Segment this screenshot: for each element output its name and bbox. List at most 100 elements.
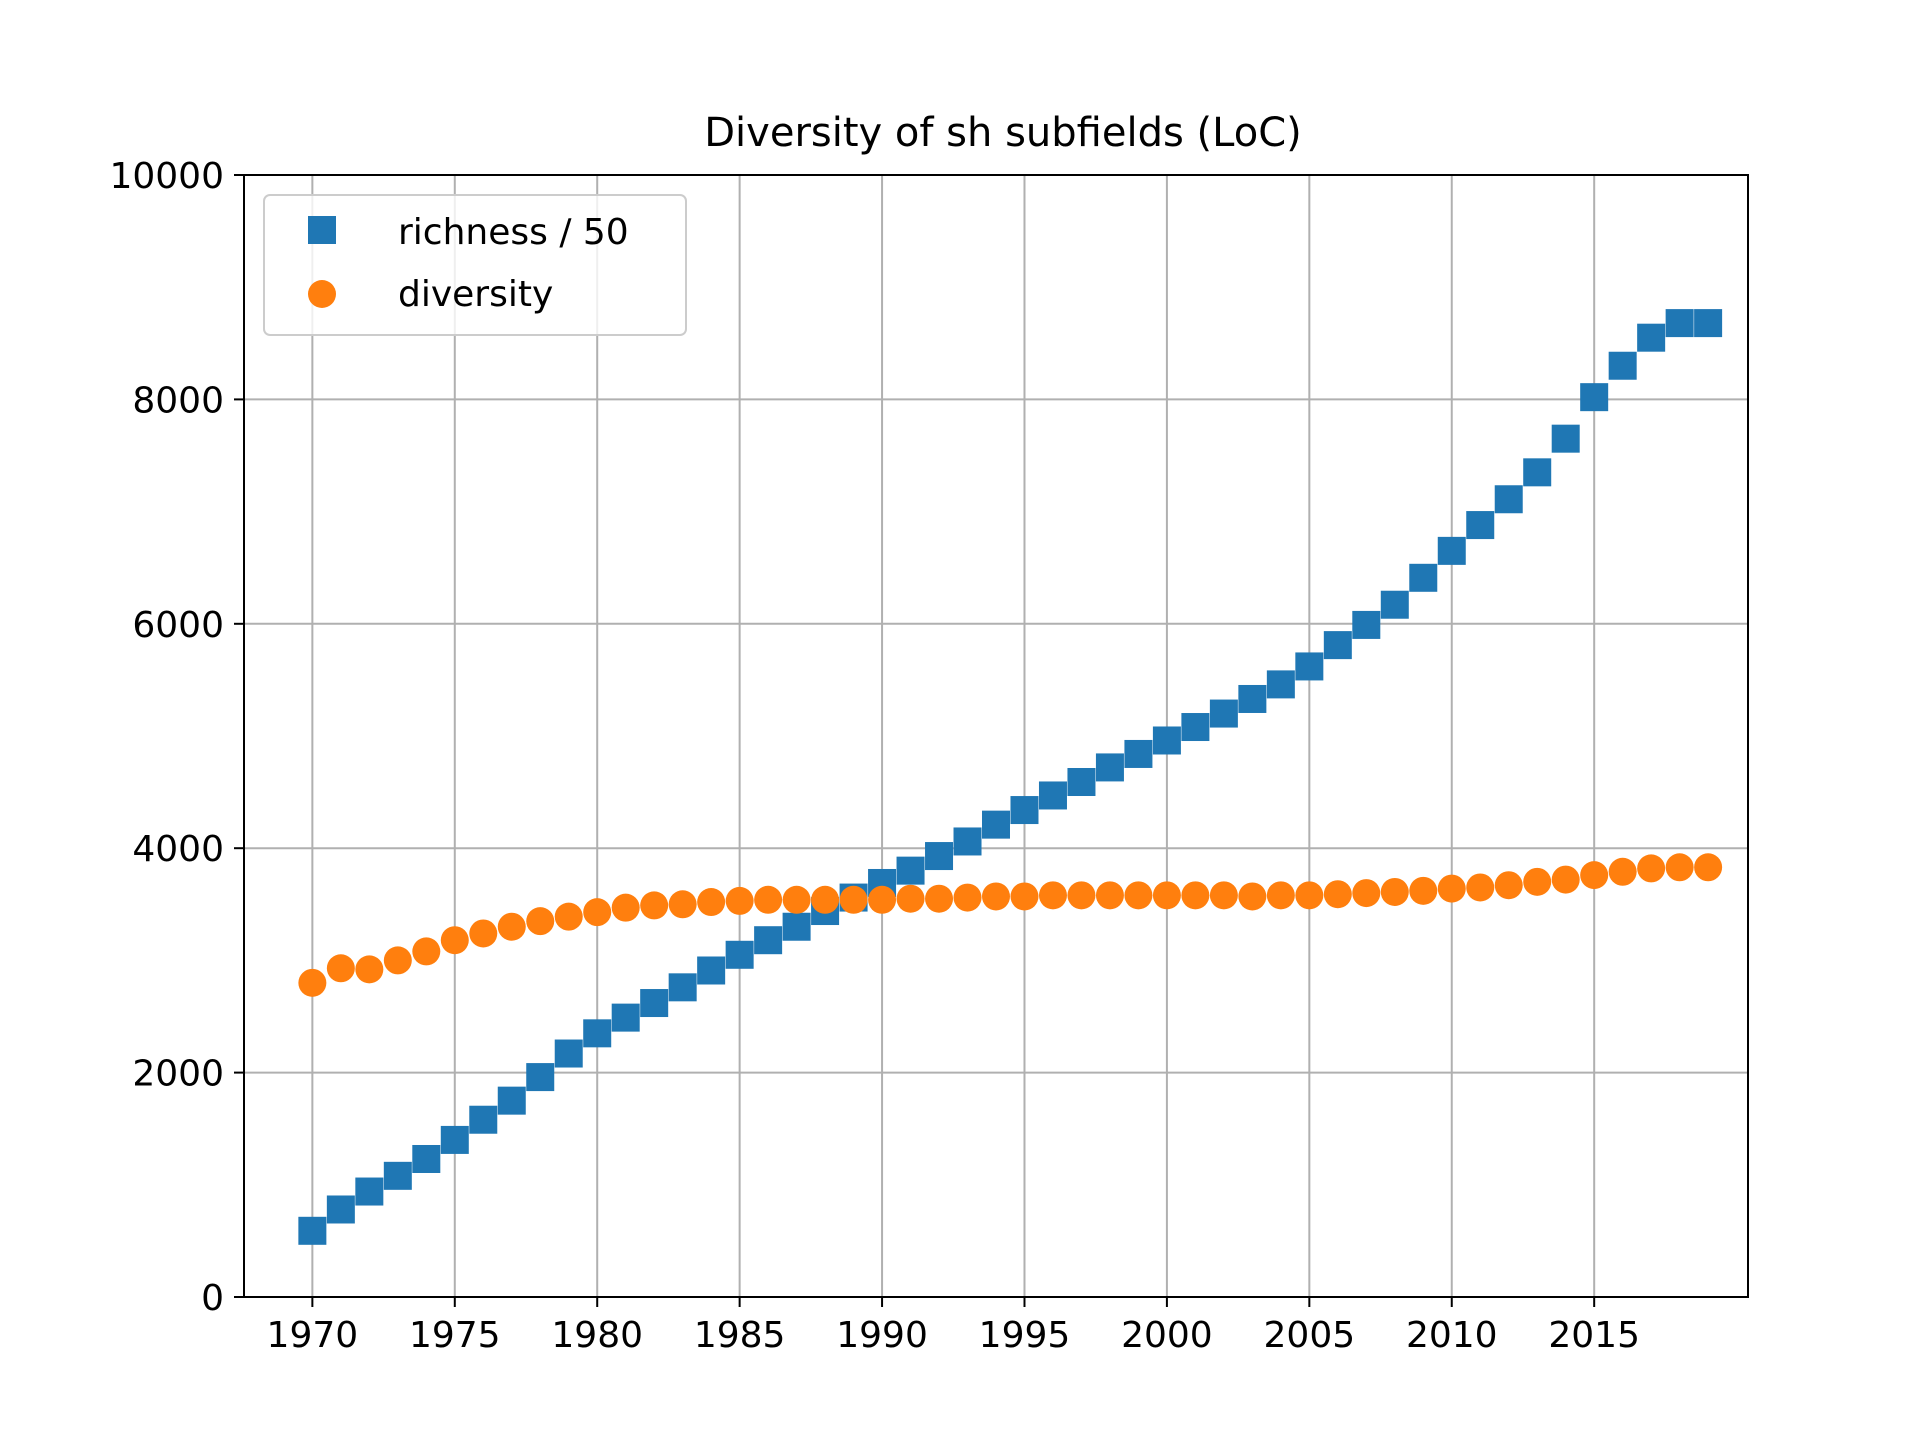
point-diversity: [697, 888, 726, 917]
point-diversity: [1181, 881, 1210, 910]
point-diversity: [355, 955, 384, 984]
point-richness: [668, 973, 697, 1002]
y-tick-label: 0: [201, 1278, 224, 1319]
point-richness: [355, 1177, 384, 1206]
point-richness: [1694, 309, 1723, 338]
point-richness: [1152, 726, 1181, 755]
point-diversity: [811, 885, 840, 914]
point-richness: [1637, 323, 1666, 352]
point-richness: [754, 926, 783, 955]
point-richness: [1295, 652, 1324, 681]
data-series: [298, 309, 1723, 1245]
x-tick-label: 2005: [1264, 1315, 1356, 1356]
point-diversity: [412, 937, 441, 966]
point-richness: [412, 1144, 441, 1173]
point-diversity: [839, 885, 868, 914]
point-richness: [1266, 670, 1295, 699]
point-richness: [554, 1039, 583, 1068]
x-tick-label: 1970: [267, 1315, 359, 1356]
plot-frame: [243, 174, 1749, 1298]
point-diversity: [1038, 881, 1067, 910]
point-diversity: [440, 926, 469, 955]
series-richness: [298, 309, 1723, 1245]
x-tick-label: 1995: [979, 1315, 1071, 1356]
point-diversity: [754, 885, 783, 914]
point-richness: [1409, 563, 1438, 592]
point-diversity: [1551, 865, 1580, 894]
y-tick-label: 8000: [132, 380, 224, 421]
x-tick-label: 1985: [694, 1315, 786, 1356]
point-diversity: [526, 907, 555, 936]
point-richness: [1523, 458, 1552, 487]
point-diversity: [925, 884, 954, 913]
y-tick-label: 4000: [132, 829, 224, 870]
point-richness: [925, 842, 954, 871]
point-richness: [1494, 485, 1523, 514]
point-richness: [896, 856, 925, 885]
chart-title: Diversity of sh subfields (LoC): [704, 110, 1301, 156]
point-richness: [440, 1125, 469, 1154]
point-diversity: [1437, 874, 1466, 903]
y-tick-label: 2000: [132, 1054, 224, 1095]
point-diversity: [1323, 880, 1352, 909]
point-diversity: [1580, 861, 1609, 890]
point-diversity: [1409, 876, 1438, 905]
x-tick-label: 2015: [1548, 1315, 1640, 1356]
point-richness: [1209, 699, 1238, 728]
point-diversity: [982, 882, 1010, 911]
point-richness: [1437, 536, 1466, 565]
point-diversity: [1295, 881, 1324, 910]
legend: richness / 50 diversity: [263, 194, 687, 336]
point-diversity: [1266, 881, 1295, 910]
point-diversity: [868, 885, 897, 914]
point-richness: [953, 827, 982, 856]
point-diversity: [611, 893, 640, 922]
point-diversity: [497, 912, 526, 941]
point-diversity: [1124, 881, 1153, 910]
point-diversity: [1067, 881, 1096, 910]
point-richness: [383, 1161, 412, 1190]
point-diversity: [1494, 871, 1523, 900]
point-diversity: [1665, 853, 1694, 882]
point-diversity: [469, 919, 498, 948]
point-richness: [1352, 610, 1381, 639]
point-richness: [982, 810, 1010, 839]
point-diversity: [554, 902, 583, 931]
point-diversity: [1637, 854, 1666, 883]
point-richness: [1580, 383, 1609, 412]
x-tick-label: 2010: [1406, 1315, 1498, 1356]
x-tick-label: 1980: [551, 1315, 643, 1356]
point-diversity: [1608, 857, 1637, 886]
point-richness: [1095, 753, 1124, 782]
point-diversity: [383, 946, 412, 975]
x-tick-label: 1975: [409, 1315, 501, 1356]
point-diversity: [298, 968, 327, 997]
y-tick-label: 6000: [132, 605, 224, 646]
point-richness: [782, 912, 811, 941]
point-diversity: [1523, 867, 1552, 896]
x-tick-label: 1990: [836, 1315, 928, 1356]
point-diversity: [1095, 881, 1124, 910]
point-richness: [1010, 796, 1039, 825]
point-richness: [1038, 781, 1067, 810]
point-richness: [1067, 768, 1096, 797]
legend-label-diversity: diversity: [398, 274, 553, 315]
point-diversity: [1352, 879, 1381, 908]
point-richness: [1323, 631, 1352, 660]
point-richness: [1466, 511, 1495, 540]
series-diversity: [298, 853, 1723, 997]
point-richness: [497, 1086, 526, 1115]
point-diversity: [725, 886, 754, 915]
point-richness: [1608, 351, 1637, 380]
point-diversity: [1466, 873, 1495, 902]
legend-marker-diversity: [308, 280, 336, 308]
point-diversity: [668, 890, 697, 919]
axes: 1970 1975 1980 1985 1990 1995 2000 2005 2010 2015…: [109, 156, 1640, 1356]
legend-label-richness: richness / 50: [398, 212, 629, 253]
point-richness: [583, 1019, 612, 1048]
point-diversity: [326, 954, 355, 983]
point-richness: [326, 1195, 355, 1224]
point-diversity: [1694, 853, 1723, 882]
point-richness: [526, 1063, 555, 1092]
